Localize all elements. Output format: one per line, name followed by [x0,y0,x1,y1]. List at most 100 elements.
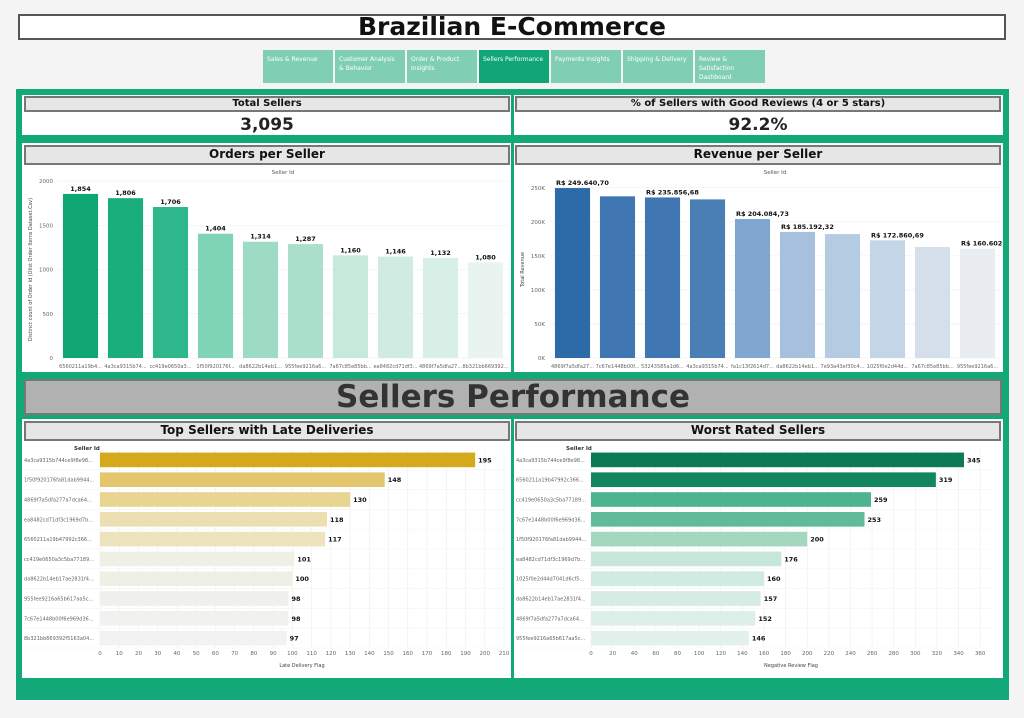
data-label: 259 [874,496,888,504]
bar [332,255,369,358]
x-tick-label: 300 [910,651,921,657]
y-tick-label: 0 [50,356,54,362]
bar [100,571,293,587]
data-label: 176 [784,555,798,563]
seller-id-header: Seller Id [272,170,294,176]
x-tick-label: 6560211a19b4... [59,364,102,370]
x-tick-label: 170 [422,651,433,657]
x-tick-label: 7c67e1448b00f... [596,364,640,370]
x-tick-label: 220 [824,651,835,657]
y-tick-label: 2000 [39,179,53,185]
x-tick-label: 90 [270,651,277,657]
x-tick-label: da8622b14eb1... [239,364,282,370]
data-label: 101 [297,555,311,563]
bar [100,591,289,606]
bar [100,551,295,567]
y-tick-label: 100K [531,288,545,294]
y-tick-label: 6560211a19b47992c366... [516,478,584,484]
bar [467,262,504,358]
y-tick-label: 8b321bb669392f5163a04... [24,636,94,642]
data-label: 1,287 [295,235,316,243]
data-label: R$ 185.192,32 [781,223,834,231]
y-tick-label: 1f50f920176fa81dab9944... [24,478,95,484]
orders-per-seller-chart: Seller Id 0 500 1000 1500 2000 Distinct count … [28,170,509,370]
bar [287,244,324,358]
tab-customer-analysis-behavior[interactable]: Customer Analysis & Behavior [335,50,405,83]
y-tick-label: 1f50f920176fa81dab9944... [516,537,587,543]
late-deliveries-title: Top Sellers with Late Deliveries [24,421,510,441]
x-tick-label: 360 [975,651,986,657]
x-tick-label: 20 [609,651,616,657]
data-label: 98 [292,615,302,623]
bar [869,240,906,358]
data-label: 1,160 [340,246,361,254]
y-tick-label: 1000 [39,268,53,274]
x-tick-label: 53243585a1d6... [641,364,684,370]
tab-sellers-performance[interactable]: Sellers Performance [479,50,549,83]
x-tick-label: 4869f7a5dfa27... [551,364,594,370]
tab-review-satisfaction-dashboard[interactable]: Review & Satisfaction Dashboard [695,50,765,83]
seller-id-header: Seller Id [74,446,100,452]
x-tick-label: 40 [173,651,180,657]
kpi-good-reviews-value: 92.2% [728,115,788,135]
x-tick-label: 120 [326,651,337,657]
y-tick-label: 4869f7a5dfa277a7dca64... [24,498,92,504]
tab-sales-revenue[interactable]: Sales & Revenue [263,50,333,83]
kpi-total-sellers-value: 3,095 [240,115,294,135]
bar [644,197,681,358]
x-tick-label: ea8482cd71df3... [373,364,417,370]
x-tick-label: fa1c13f2614d7... [731,364,774,370]
worst-rated-title: Worst Rated Sellers [515,421,1001,441]
bar [599,196,636,358]
x-tick-label: 1025f0e2d44d... [867,364,909,370]
data-label: 100 [295,575,309,583]
y-tick-label: ea8482cd71df3c1969d7b... [24,517,93,523]
x-tick-label: 240 [845,651,856,657]
data-label: R$ 204.084,73 [736,210,789,218]
bar [100,630,287,646]
y-tick-label: da8622b14eb17ae2831f4... [24,577,94,583]
data-label: 117 [328,536,342,544]
y-tick-label: 955fee9216a65b617aa5c... [516,636,586,642]
x-tick-label: 4869f7a5dfa27... [419,364,462,370]
x-tick-label: 955fee9216a6... [957,364,999,370]
bar [591,531,808,547]
bar [591,571,764,587]
bar [591,492,871,507]
x-tick-label: 8b321bb669392... [462,364,509,370]
bar [591,591,761,606]
orders-per-seller-title: Orders per Seller [24,145,510,165]
tab-order-product-insights[interactable]: Order & Product Insights [407,50,477,83]
tab-payments-insights[interactable]: Payments Insights [551,50,621,83]
x-tick-label: 200 [802,651,813,657]
x-axis-label: Negative Review Flag [764,663,818,669]
revenue-per-seller-chart: Seller Id 0K 50K 100K 150K 200K 250K Total Reve… [520,170,1003,370]
tab-shipping-delivery[interactable]: Shipping & Delivery [623,50,693,83]
y-tick-label: 955fee9216a65b617aa5c... [24,597,94,603]
y-tick-label: 200K [531,220,545,226]
x-tick-label: 130 [345,651,356,657]
data-label: 1,854 [70,185,91,193]
bar [100,511,328,527]
x-tick-label: 70 [231,651,238,657]
y-tick-label: 500 [43,312,54,318]
bar [824,234,861,358]
late-deliveries-chart: Seller Id 0 10 20 30 40 50 60 70 80 90 100 110 120 130… [24,446,510,669]
y-tick-label: 250K [531,186,545,192]
x-tick-label: 60 [652,651,659,657]
data-label: 319 [939,476,953,484]
data-label: 98 [292,595,302,603]
x-tick-label: 4a3ca9315b74... [686,364,729,370]
x-tick-label: 0 [589,651,593,657]
data-label: 118 [330,516,344,524]
x-tick-label: 150 [383,651,394,657]
data-label: 1,146 [385,248,406,256]
x-tick-label: 190 [460,651,471,657]
bar [591,452,964,468]
kpi-good-reviews-label: % of Sellers with Good Reviews (4 or 5 s… [515,96,1001,112]
bar [100,492,351,507]
data-label: R$ 249.640,70 [556,179,609,187]
bar [100,452,476,468]
x-tick-label: 0 [98,651,102,657]
x-tick-label: 160 [759,651,770,657]
